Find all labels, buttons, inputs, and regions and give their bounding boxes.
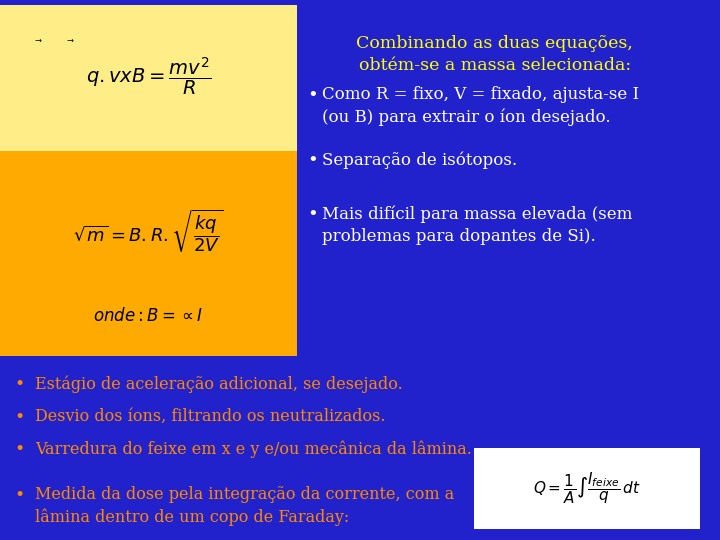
Text: •: • — [14, 375, 24, 393]
Text: Separação de isótopos.: Separação de isótopos. — [322, 151, 517, 168]
Text: Combinando as duas equações,: Combinando as duas equações, — [356, 35, 634, 52]
Text: $q.vxB = \dfrac{mv^2}{R}$: $q.vxB = \dfrac{mv^2}{R}$ — [86, 55, 211, 97]
FancyBboxPatch shape — [0, 5, 297, 157]
Text: Como R = fixo, V = fixado, ajusta-se I
(ou B) para extrair o íon desejado.: Como R = fixo, V = fixado, ajusta-se I (… — [322, 86, 639, 126]
Text: •: • — [307, 86, 318, 104]
Text: Medida da dose pela integração da corrente, com a
lâmina dentro de um copo de Fa: Medida da dose pela integração da corren… — [35, 486, 454, 526]
Text: Mais difícil para massa elevada (sem
problemas para dopantes de Si).: Mais difícil para massa elevada (sem pro… — [322, 205, 632, 245]
Text: •: • — [14, 486, 24, 504]
FancyBboxPatch shape — [0, 151, 297, 356]
Text: •: • — [14, 408, 24, 426]
Text: $\sqrt{m} = B.R.\sqrt{\dfrac{kq}{2V}}$: $\sqrt{m} = B.R.\sqrt{\dfrac{kq}{2V}}$ — [73, 207, 224, 254]
Text: •: • — [307, 205, 318, 223]
Text: Desvio dos íons, filtrando os neutralizados.: Desvio dos íons, filtrando os neutraliza… — [35, 408, 386, 424]
Text: $\vec{\,}$: $\vec{\,}$ — [67, 32, 75, 46]
Text: •: • — [307, 151, 318, 169]
FancyBboxPatch shape — [474, 448, 700, 529]
Text: $onde: B = \propto I$: $onde: B = \propto I$ — [94, 307, 204, 325]
Text: obtém-se a massa selecionada:: obtém-se a massa selecionada: — [359, 57, 631, 73]
Text: Estágio de aceleração adicional, se desejado.: Estágio de aceleração adicional, se dese… — [35, 375, 403, 393]
Text: Varredura do feixe em x e y e/ou mecânica da lâmina.: Varredura do feixe em x e y e/ou mecânic… — [35, 440, 472, 457]
Text: $Q = \dfrac{1}{A}\int\dfrac{I_{feixe}}{q}\,dt$: $Q = \dfrac{1}{A}\int\dfrac{I_{feixe}}{q… — [533, 471, 641, 507]
Text: $\vec{\,}$: $\vec{\,}$ — [35, 32, 43, 46]
Text: •: • — [14, 440, 24, 458]
